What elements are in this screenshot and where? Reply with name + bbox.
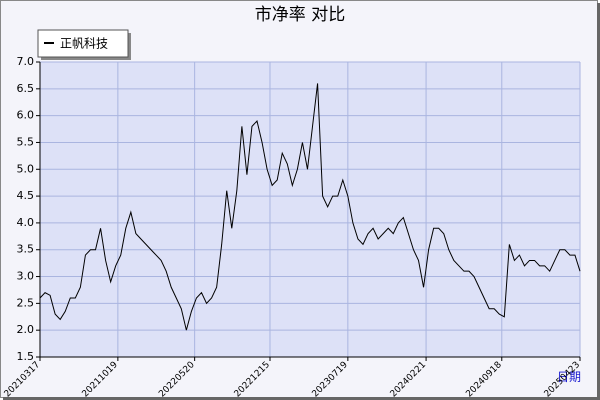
y-tick-label: 4.5 <box>17 189 35 202</box>
y-tick-label: 6.0 <box>17 109 35 122</box>
y-tick-label: 3.0 <box>17 270 35 283</box>
frame-shadow <box>597 3 600 400</box>
chart-title: 市净率 对比 <box>255 5 345 25</box>
y-tick-label: 2.5 <box>17 296 35 309</box>
line-series <box>39 83 581 331</box>
y-tick-label: 3.5 <box>17 243 35 256</box>
y-tick-label: 6.5 <box>17 82 35 95</box>
y-tick-label: 2.0 <box>17 323 35 336</box>
y-tick-label: 5.0 <box>17 162 35 175</box>
y-tick-label: 5.5 <box>17 135 35 148</box>
y-tick-label: 4.0 <box>17 216 35 229</box>
x-axis-label: 日期 <box>557 370 581 384</box>
y-tick-label: 7.0 <box>17 55 35 68</box>
legend-label: 正帆科技 <box>60 36 108 51</box>
frame-shadow <box>3 397 600 400</box>
plot-area <box>40 62 580 357</box>
y-tick-label: 1.5 <box>17 350 35 363</box>
